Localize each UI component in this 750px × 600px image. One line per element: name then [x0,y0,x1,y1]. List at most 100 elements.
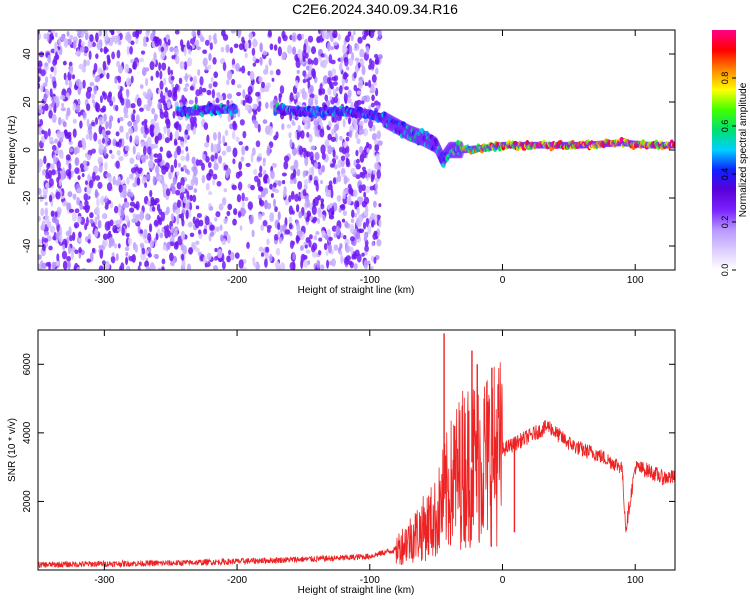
spectrogram-speckle [50,66,54,72]
x-tick-label: 100 [627,575,644,586]
spectrogram-speckle [368,64,372,70]
spectrogram-speckle [302,70,307,77]
spectrogram-speckle [275,69,281,76]
spectrogram-speckle [298,230,303,238]
spectrogram-speckle [139,84,144,89]
spectrogram-y-ticks: -40 -20 0 20 40 [22,48,675,253]
spectrogram-speckle [238,161,243,171]
snr-y-axis-label: SNR (10 * v/v) [7,418,18,482]
spectrogram-speckle [121,226,125,236]
spectrogram-speckle [150,32,154,41]
spectrogram-speckle [345,35,350,43]
spectrogram-speckle [56,130,62,139]
x-tick-label: -200 [227,275,247,286]
spectrogram-speckle [302,55,306,62]
spectrogram-speckle [249,70,255,81]
spectrogram-speckle [259,42,263,53]
spectrogram-speckle [254,120,259,129]
spectrogram-speckle [84,32,89,41]
spectrogram-speckle [277,36,282,44]
spectrogram-speckle [153,126,158,137]
spectrogram-speckle [328,54,333,64]
spectrogram-speckle [366,148,370,153]
spectrogram-speckle [202,153,206,161]
spectrogram-speckle [115,253,119,262]
spectrogram-speckle [107,232,110,240]
spectrogram-speckle [256,105,261,113]
spectrogram-speckle [104,261,110,270]
spectrogram-speckle [331,210,335,216]
spectrogram-speckle [238,43,244,51]
spectrogram-speckle [41,220,46,231]
spectrogram-speckle [98,30,103,37]
spectrogram-speckle [158,88,161,95]
spectrogram-speckle [328,236,333,242]
spectrogram-speckle [73,147,78,155]
spectrogram-speckle [77,86,82,95]
spectrogram-speckle [314,152,320,161]
spectrogram-speckle [239,225,243,231]
spectrogram-speckle [86,186,92,195]
spectrogram-speckle [282,190,287,198]
spectrogram-speckle [44,103,49,112]
spectrogram-speckle [111,51,116,60]
spectrogram-speckle [120,97,125,106]
spectrogram-speckle [242,89,246,99]
spectrogram-speckle [301,33,305,40]
spectrogram-speckle [125,233,130,238]
spectrogram-speckle [69,34,74,40]
spectrogram-speckle [74,208,80,214]
spectrogram-speckle [125,77,132,87]
spectrogram-speckle [132,145,136,155]
spectrogram-speckle [295,236,301,242]
spectrogram-speckle [94,206,100,217]
spectrogram-speckle [66,255,72,262]
spectrogram-speckle [216,180,222,187]
spectrogram-speckle [109,115,114,122]
spectrogram-speckle [130,40,135,46]
spectrogram-speckle [142,42,148,47]
spectrogram-speckle [339,85,343,95]
spectrogram-speckle [66,30,70,37]
spectrogram-speckle [221,197,227,206]
spectrogram-speckle [226,70,233,81]
spectrogram-speckle [375,153,380,163]
spectrogram-speckle [244,41,249,50]
spectrogram-speckle [98,265,104,270]
spectrogram-speckle [353,189,358,198]
spectrogram-speckle [320,144,326,155]
spectrogram-speckle [321,30,327,40]
spectrogram-speckle [57,172,61,182]
spectrogram-speckle [38,60,43,68]
spectrogram-speckle [242,130,247,139]
spectrogram-speckle [274,188,279,194]
spectrogram-speckle [72,40,77,50]
spectrogram-speckle [189,202,193,211]
spectrogram-speckle [185,146,189,152]
spectrogram-speckle [106,72,110,80]
spectrogram-speckle [289,261,295,270]
spectrogram-speckle [333,177,337,185]
spectrogram-speckle [103,198,108,203]
spectrogram-speckle [358,184,363,194]
spectrogram-speckle [157,102,162,111]
spectrogram-speckle [117,243,121,249]
spectrogram-speckle [313,162,319,169]
spectrogram-speckle [115,160,120,169]
spectrogram-speckle [347,89,352,98]
spectrogram-speckle [117,90,123,100]
spectrogram-speckle [176,199,181,209]
spectrogram-speckle [299,245,304,252]
spectrogram-speckle [203,122,209,131]
spectrogram-speckle [277,180,282,187]
spectrogram-speckle [310,156,314,165]
spectrogram-speckle [245,162,251,168]
spectrogram-speckle [151,265,157,270]
spectrogram-speckle [183,61,188,71]
spectrogram-speckle [167,153,173,158]
spectrogram-speckle [247,95,253,104]
spectrogram-speckle [121,137,125,148]
spectrogram-speckle [244,104,251,111]
spectrogram-speckle [266,227,271,233]
spectrogram-speckle [208,34,212,42]
